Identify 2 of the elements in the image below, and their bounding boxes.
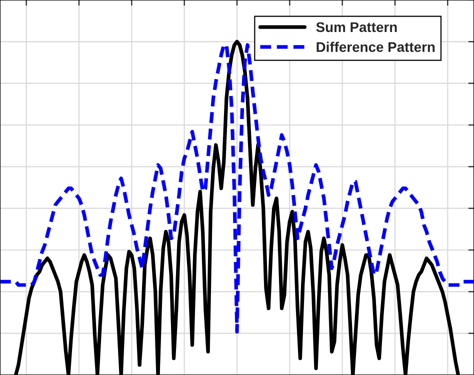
legend-label: Difference Pattern [316,42,435,52]
legend-label: Sum Pattern [316,22,397,32]
